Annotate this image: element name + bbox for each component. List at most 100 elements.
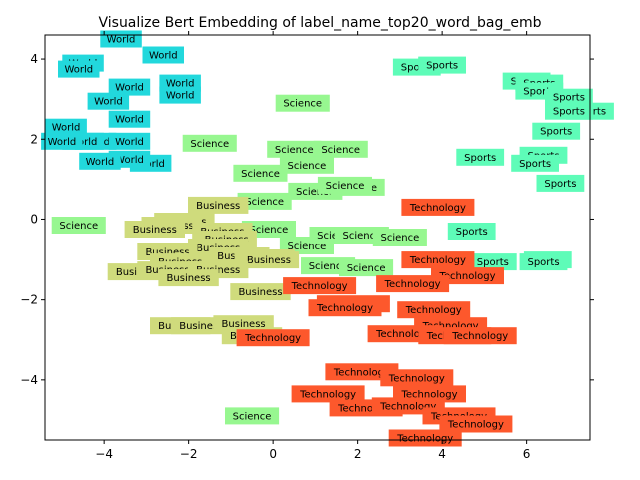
point-text: Sports — [456, 227, 488, 238]
point-label: Science — [233, 164, 288, 182]
point-box — [418, 56, 466, 74]
point-text: Technology — [291, 281, 348, 292]
point-box — [108, 110, 151, 128]
point-box — [236, 329, 310, 347]
point-text: Sports — [477, 257, 509, 268]
point-text: Technology — [438, 271, 495, 282]
point-label: Science — [267, 140, 322, 158]
x-tick-label: 4 — [438, 447, 446, 461]
point-text: World — [69, 137, 98, 148]
point-box — [108, 78, 151, 96]
point-text: World — [115, 115, 144, 126]
point-text: Technology — [405, 305, 462, 316]
y-tick-label: −4 — [20, 373, 38, 387]
point-text: Sports — [540, 127, 572, 138]
point-text: Science — [275, 145, 314, 156]
point-text: World — [64, 65, 93, 76]
point-text: Science — [321, 145, 360, 156]
point-text: Technology — [447, 420, 504, 431]
point-box — [339, 259, 394, 277]
point-label: Science — [237, 192, 292, 210]
point-label: Sports — [519, 253, 568, 271]
point-text: Science — [381, 233, 420, 244]
point-text: Science — [283, 99, 322, 110]
point-box — [142, 46, 184, 64]
point-box — [317, 176, 372, 194]
point-box — [87, 92, 130, 110]
point-label: World — [45, 118, 87, 136]
series-technology: TechnologyTechnologyTechnologyTechnology… — [236, 198, 517, 447]
point-text: Technology — [316, 303, 373, 314]
point-text: Technology — [333, 367, 390, 378]
point-label: Business — [230, 283, 291, 301]
point-box — [380, 369, 454, 387]
point-box — [79, 152, 121, 170]
point-label: Technology — [439, 415, 513, 433]
point-text: Technology — [422, 321, 479, 332]
chart-title: Visualize Bert Embedding of label_name_t… — [98, 15, 541, 31]
point-box — [443, 327, 517, 345]
point-label: Sports — [545, 88, 593, 106]
point-text: Technology — [451, 331, 508, 342]
point-text: Technology — [337, 403, 394, 414]
point-box — [51, 217, 106, 234]
point-box — [291, 385, 365, 403]
point-label: Technology — [397, 301, 471, 319]
point-label: World — [108, 132, 151, 150]
point-label: Sports — [545, 102, 593, 120]
point-box — [182, 134, 237, 152]
point-text: Sports — [527, 257, 559, 268]
point-text: Business — [145, 247, 189, 258]
point-box — [397, 301, 471, 319]
point-text: World — [166, 79, 195, 90]
point-text: Technology — [400, 389, 457, 400]
point-label: Science — [182, 134, 237, 152]
axes-layer: −4 −2 0 2 4 6 −4 −2 0 2 4 — [20, 31, 594, 461]
point-box — [237, 192, 292, 210]
point-text: Science — [245, 197, 284, 208]
point-box — [325, 363, 399, 381]
point-text: World — [107, 35, 136, 46]
point-box — [401, 198, 475, 216]
point-box — [388, 429, 462, 447]
point-label: Technology — [291, 385, 365, 403]
point-box — [545, 102, 593, 120]
point-box — [313, 140, 368, 158]
point-label: Business — [158, 269, 219, 287]
point-box — [233, 164, 288, 182]
point-label: Sports — [456, 148, 505, 166]
point-label: Technology — [431, 267, 504, 285]
point-label: World — [142, 46, 184, 64]
point-text: Technology — [375, 329, 432, 340]
point-label: Technology — [283, 277, 357, 295]
point-label: Science — [317, 176, 372, 194]
x-tick-label: −2 — [180, 447, 198, 461]
point-label: Technology — [380, 369, 454, 387]
point-box — [372, 229, 427, 246]
point-box — [267, 140, 322, 158]
point-box — [275, 94, 330, 112]
point-box — [447, 223, 496, 240]
point-text: Technology — [409, 255, 466, 266]
x-tick-label: −4 — [95, 447, 113, 461]
point-text: Technology — [409, 203, 466, 214]
point-box — [159, 86, 201, 104]
point-label: Science — [51, 217, 106, 234]
point-label: Technology — [308, 299, 382, 317]
point-text: Business — [196, 201, 240, 212]
point-text: Sports — [544, 179, 576, 190]
point-label: Sports — [536, 174, 585, 192]
point-box — [532, 122, 581, 140]
point-text: World — [52, 123, 81, 134]
point-label: Sports — [532, 122, 581, 140]
point-text: Science — [250, 225, 289, 236]
point-box — [225, 407, 280, 425]
point-label: Science — [225, 407, 280, 425]
point-text: World — [149, 51, 178, 62]
point-box — [468, 253, 517, 271]
point-label: Technology — [388, 429, 462, 447]
point-box — [439, 415, 513, 433]
point-box — [431, 267, 504, 285]
y-tick-label: 2 — [30, 132, 38, 146]
x-tick-label: 0 — [269, 447, 277, 461]
